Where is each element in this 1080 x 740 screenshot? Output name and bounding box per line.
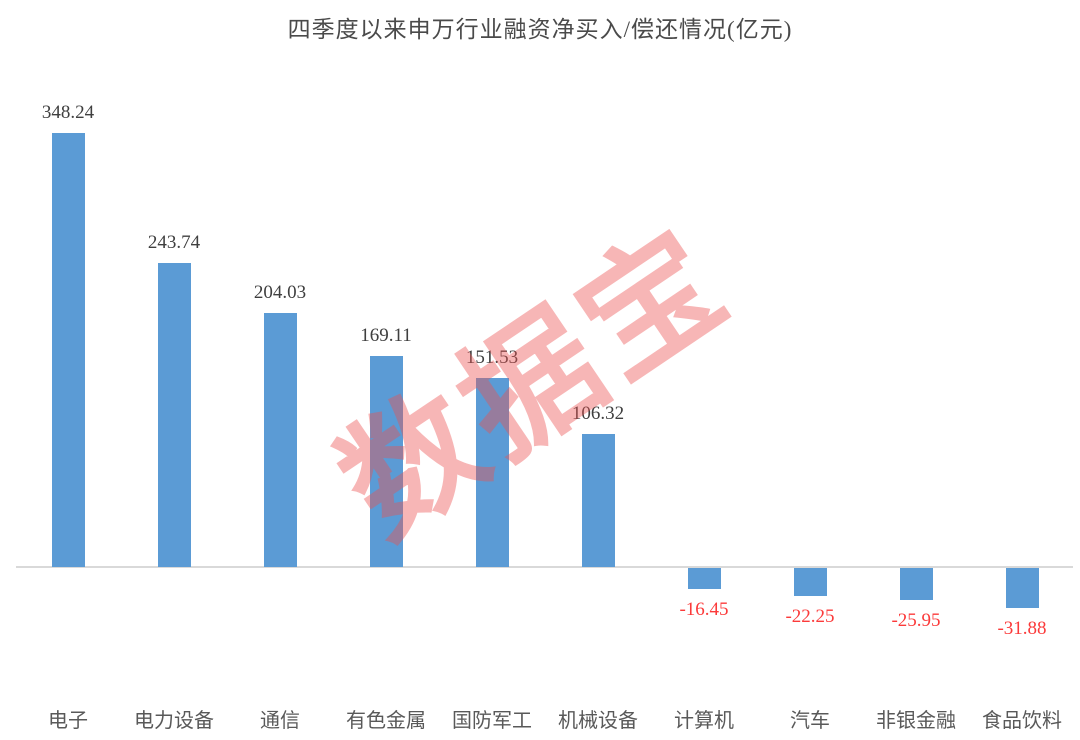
value-label-食品饮料: -31.88	[997, 617, 1047, 639]
value-label-计算机: -16.45	[679, 598, 729, 620]
category-label-非银金融: 非银金融	[876, 710, 956, 732]
bar-通信	[263, 312, 297, 567]
bar-电子	[51, 133, 85, 567]
value-label-电力设备: 243.74	[147, 232, 201, 254]
bar-有色金属	[369, 356, 403, 567]
category-label-电力设备: 电力设备	[134, 710, 214, 732]
x-axis-baseline	[16, 566, 1073, 568]
watermark-text: 数据宝	[314, 199, 756, 565]
bar-汽车	[793, 568, 827, 596]
value-label-通信: 204.03	[253, 281, 307, 303]
bar-食品饮料	[1005, 568, 1039, 608]
value-label-汽车: -22.25	[785, 605, 835, 627]
bar-电力设备	[157, 263, 191, 567]
bar-国防军工	[475, 378, 509, 567]
bar-计算机	[687, 568, 721, 589]
bar-非银金融	[899, 568, 933, 601]
value-label-国防军工: 151.53	[465, 347, 519, 369]
bar-机械设备	[581, 434, 615, 567]
category-label-电子: 电子	[48, 710, 88, 732]
value-label-机械设备: 106.32	[571, 403, 625, 425]
category-label-有色金属: 有色金属	[346, 710, 426, 732]
value-label-有色金属: 169.11	[360, 325, 412, 347]
category-label-机械设备: 机械设备	[558, 710, 638, 732]
category-label-计算机: 计算机	[674, 710, 734, 732]
category-label-食品饮料: 食品饮料	[982, 710, 1062, 732]
value-label-电子: 348.24	[41, 102, 95, 123]
category-label-国防军工: 国防军工	[452, 710, 532, 732]
value-label-非银金融: -25.95	[891, 610, 941, 632]
category-label-通信: 通信	[260, 710, 300, 732]
chart-title: 四季度以来申万行业融资净买入/偿还情况(亿元)	[287, 17, 793, 42]
category-label-汽车: 汽车	[790, 710, 830, 732]
